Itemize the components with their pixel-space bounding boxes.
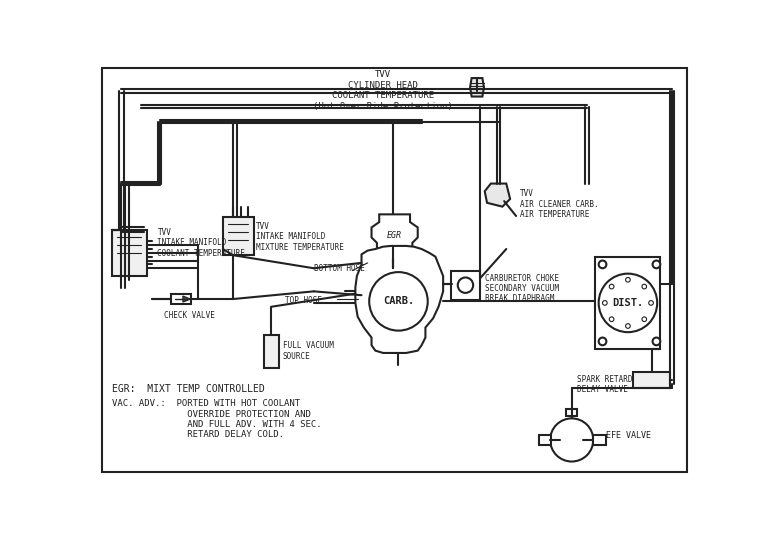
Circle shape xyxy=(457,278,473,293)
Polygon shape xyxy=(356,246,444,353)
Bar xyxy=(633,372,670,387)
Text: BOTTOM HOSE: BOTTOM HOSE xyxy=(314,264,365,273)
Text: TVV
INTAKE MANIFOLD
COOLANT TEMPERATURE: TVV INTAKE MANIFOLD COOLANT TEMPERATURE xyxy=(157,228,246,258)
Bar xyxy=(567,409,578,416)
Circle shape xyxy=(599,338,607,345)
Text: FULL VACUUM
SOURCE: FULL VACUUM SOURCE xyxy=(283,341,334,361)
Circle shape xyxy=(609,284,614,289)
Text: TVV
INTAKE MANIFOLD
MIXTURE TEMPERATURE: TVV INTAKE MANIFOLD MIXTURE TEMPERATURE xyxy=(256,222,344,252)
Circle shape xyxy=(642,317,647,322)
Bar xyxy=(223,217,253,255)
Text: EGR: EGR xyxy=(387,231,402,240)
Text: EFE VALVE: EFE VALVE xyxy=(607,431,651,440)
Bar xyxy=(595,257,661,349)
Circle shape xyxy=(609,317,614,322)
Circle shape xyxy=(370,272,428,331)
Bar xyxy=(594,435,606,445)
Bar xyxy=(451,271,480,300)
Circle shape xyxy=(599,261,607,268)
Circle shape xyxy=(550,418,594,462)
Text: SPARK RETARD
DELAY VALVE: SPARK RETARD DELAY VALVE xyxy=(578,374,633,394)
Circle shape xyxy=(603,301,607,305)
Polygon shape xyxy=(485,184,510,207)
Polygon shape xyxy=(470,78,484,96)
Bar xyxy=(263,335,279,368)
Bar xyxy=(171,294,190,304)
Polygon shape xyxy=(182,296,191,302)
Circle shape xyxy=(653,338,661,345)
Bar xyxy=(539,435,551,445)
Circle shape xyxy=(649,301,653,305)
Circle shape xyxy=(599,273,658,332)
Text: TOP HOSE: TOP HOSE xyxy=(285,296,323,305)
Text: TVV
CYLINDER HEAD
COOLANT TEMPERATURE
(Hot Over Ride Protection): TVV CYLINDER HEAD COOLANT TEMPERATURE (H… xyxy=(313,71,453,111)
Text: CHECK VALVE: CHECK VALVE xyxy=(163,311,215,319)
Polygon shape xyxy=(371,215,417,258)
Text: CARB.: CARB. xyxy=(383,296,414,307)
Text: EGR:  MIXT TEMP CONTROLLED: EGR: MIXT TEMP CONTROLLED xyxy=(112,384,265,394)
Text: TVV
AIR CLEANER CARB.
AIR TEMPERATURE: TVV AIR CLEANER CARB. AIR TEMPERATURE xyxy=(521,189,599,219)
Text: DIST.: DIST. xyxy=(612,298,644,308)
Circle shape xyxy=(626,278,630,282)
Text: VAC. ADV.:  PORTED WITH HOT COOLANT
              OVERRIDE PROTECTION AND
      : VAC. ADV.: PORTED WITH HOT COOLANT OVERR… xyxy=(112,399,322,439)
Circle shape xyxy=(626,324,630,328)
Bar xyxy=(112,230,146,276)
Circle shape xyxy=(653,261,661,268)
Text: CARBURETOR CHOKE
SECONDARY VACUUM
BREAK DIAPHRAGM: CARBURETOR CHOKE SECONDARY VACUUM BREAK … xyxy=(485,273,559,303)
Circle shape xyxy=(642,284,647,289)
